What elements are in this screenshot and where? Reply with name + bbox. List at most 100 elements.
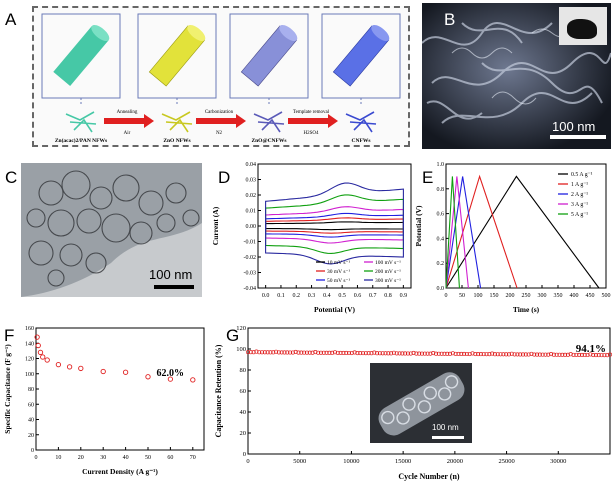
gcd-series-line	[445, 176, 482, 289]
data-point	[262, 350, 267, 355]
y-tick-label: 140	[25, 341, 34, 347]
step-3-top: Template removal	[293, 110, 330, 115]
data-point	[145, 374, 151, 380]
data-point	[456, 351, 461, 356]
y-tick-label: 0	[243, 451, 246, 458]
x-tick-label: 70	[190, 455, 196, 461]
legend-label: 3 A g⁻¹	[571, 202, 588, 208]
data-point	[271, 350, 276, 355]
data-point	[338, 350, 343, 355]
data-point	[268, 350, 273, 355]
data-point	[405, 351, 411, 356]
data-point	[248, 350, 253, 355]
y-tick-label: 0.04	[246, 162, 257, 168]
x-axis-label: Cycle Number (n)	[398, 472, 460, 481]
panel-label-c: C	[5, 168, 18, 187]
y-axis-label: Current (A)	[211, 206, 220, 245]
panel-label-f: F	[4, 326, 15, 345]
cv-series-line	[265, 194, 404, 254]
data-point	[167, 376, 174, 382]
x-tick-label: 0.9	[400, 293, 408, 299]
data-point	[487, 352, 492, 357]
cv-series-line	[265, 221, 404, 231]
legend-label: 200 mV s⁻¹	[375, 269, 401, 275]
x-axis-label: Current Density (A g⁻¹)	[82, 467, 158, 476]
data-point	[450, 351, 455, 356]
tem-scalebar	[154, 285, 194, 289]
y-tick-label: -0.01	[244, 240, 257, 246]
y-axis-label: Potential (V)	[414, 205, 423, 247]
data-point	[422, 351, 427, 356]
y-tick-label: 60	[28, 402, 34, 408]
gcd-chart: 0 50 100 150 200 250 300 350 400 450 500 0.0 0.2 0.4 0…	[414, 162, 611, 314]
panel-label-a: A	[5, 10, 17, 29]
data-point	[478, 352, 483, 357]
y-tick-label: 120	[25, 357, 34, 363]
data-point	[470, 351, 475, 356]
data-point	[389, 351, 394, 356]
data-point	[565, 352, 570, 357]
network-zno-c-icon	[253, 111, 285, 133]
data-point	[403, 351, 408, 356]
y-tick-label: 60	[240, 388, 247, 395]
cylinder-zno-c-icon	[240, 24, 298, 87]
data-point	[523, 352, 528, 357]
y-tick-label: -0.02	[244, 255, 257, 261]
y-tick-label: 100	[25, 372, 34, 378]
data-point	[504, 352, 509, 357]
data-point	[462, 351, 467, 357]
data-point	[285, 350, 290, 355]
stage-1-label: Zn(acac)2/PAN NFWs	[55, 137, 107, 144]
tem-image: 100 nm	[21, 163, 202, 297]
panel-label-d: D	[218, 168, 231, 187]
data-point	[276, 350, 281, 355]
data-point	[366, 351, 371, 356]
x-axis-label: Time (s)	[513, 305, 540, 314]
data-point	[279, 350, 284, 355]
data-point	[473, 352, 478, 357]
panel-label-e: E	[422, 168, 434, 187]
data-point	[431, 351, 436, 356]
data-point	[490, 351, 495, 356]
panel-label-b: B	[444, 10, 456, 29]
inset-scalebar	[432, 436, 464, 439]
y-tick-label: 0.0	[437, 286, 445, 292]
y-tick-label: 0.6	[437, 212, 445, 218]
data-point	[554, 352, 559, 357]
y-tick-label: 0.8	[437, 187, 445, 193]
network-cnfw-icon	[345, 111, 377, 133]
data-point	[310, 350, 315, 355]
x-tick-label: 500	[602, 293, 611, 299]
inset-sem-texture	[370, 363, 472, 443]
data-point	[335, 350, 340, 355]
data-point	[498, 352, 503, 357]
y-tick-label: 0.4	[437, 236, 445, 242]
x-tick-label: 0.8	[384, 293, 392, 299]
data-point	[425, 351, 430, 356]
x-tick-label: 30	[100, 455, 106, 461]
x-tick-label: 40	[123, 455, 129, 461]
data-point	[543, 352, 548, 357]
data-point	[453, 351, 458, 356]
network-pan-icon	[65, 111, 97, 133]
legend-label: 50 mV s⁻¹	[327, 278, 350, 284]
data-point	[78, 365, 84, 372]
data-point	[35, 342, 41, 349]
step-1-top: Annealing	[117, 110, 138, 115]
x-axis-label: Potential (V)	[314, 305, 356, 314]
x-tick-label: 0.2	[293, 293, 301, 299]
data-point	[596, 353, 601, 358]
data-point	[344, 350, 349, 356]
data-point	[593, 353, 599, 358]
data-point	[265, 350, 270, 355]
data-point	[293, 349, 298, 354]
data-point	[302, 350, 307, 355]
x-tick-label: 30000	[550, 458, 566, 465]
panel-label-g: G	[226, 326, 240, 345]
data-point	[257, 350, 262, 355]
x-tick-label: 0.0	[262, 293, 270, 299]
data-point	[372, 350, 377, 355]
inset-sem-image: 100 nm	[370, 363, 472, 443]
data-point	[327, 350, 332, 355]
